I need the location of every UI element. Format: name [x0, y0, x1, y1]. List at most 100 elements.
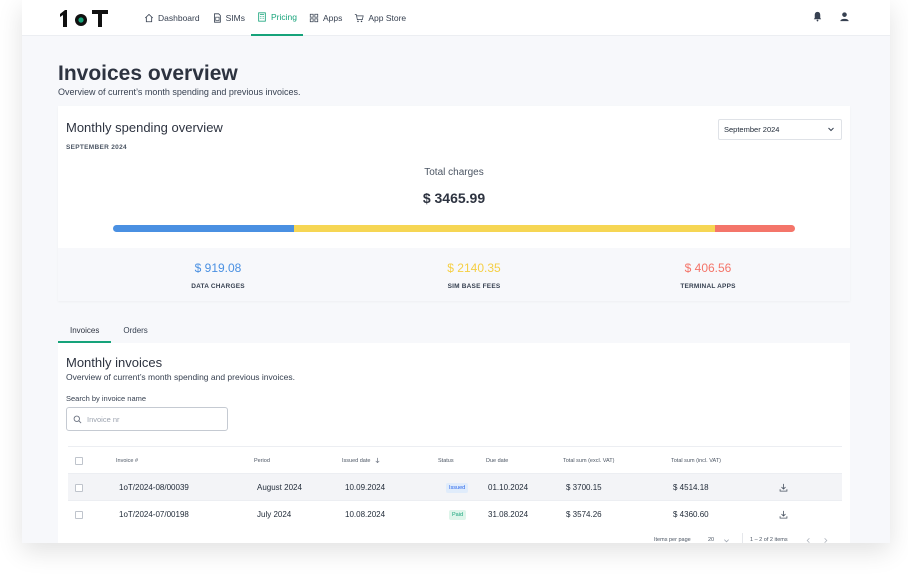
search-label: Search by invoice name	[66, 394, 147, 403]
row-checkbox[interactable]	[75, 501, 83, 528]
month-select-value: September 2024	[724, 125, 780, 134]
spending-title: Monthly spending overview	[66, 120, 223, 135]
nav-item-label: Dashboard	[158, 13, 200, 23]
nav-item-sims[interactable]: SIMs	[206, 0, 251, 36]
app-window: Dashboard SIMs Pricing Apps App Store	[22, 0, 890, 543]
invoices-subtitle: Overview of current’s month spending and…	[66, 372, 295, 382]
column-header-due-date[interactable]: Due date	[486, 457, 509, 464]
select-all-checkbox[interactable]	[75, 447, 83, 474]
chevron-right-icon	[824, 537, 828, 543]
chevron-left-icon	[806, 537, 810, 543]
nav-item-app-store[interactable]: App Store	[348, 0, 412, 36]
nav-item-apps[interactable]: Apps	[303, 0, 348, 36]
invoice-total-excl: $ 3574.26	[566, 510, 602, 519]
monthly-invoices-card: Monthly invoices Overview of current’s m…	[58, 343, 850, 543]
brand-logo[interactable]	[58, 8, 116, 28]
search-icon	[73, 415, 82, 423]
tab-invoices[interactable]: Invoices	[58, 326, 112, 343]
tab-orders[interactable]: Orders	[123, 326, 148, 335]
grid-icon	[309, 13, 319, 23]
status-badge: Paid	[449, 509, 467, 520]
top-navigation: Dashboard SIMs Pricing Apps App Store	[22, 0, 890, 36]
status-badge: Issued	[446, 482, 469, 493]
spending-stats: $ 919.08 DATA CHARGES $ 2140.35 SIM BASE…	[58, 248, 850, 301]
table-row[interactable]: 1oT/2024-07/00198 July 2024 10.08.2024 P…	[68, 500, 842, 527]
nav-item-label: Pricing	[270, 12, 297, 22]
chevron-down-icon	[828, 127, 834, 132]
cart-icon	[355, 14, 364, 23]
nav-item-dashboard[interactable]: Dashboard	[138, 0, 206, 36]
invoice-total-excl: $ 3700.15	[566, 483, 602, 492]
page-subtitle: Overview of current’s month spending and…	[58, 87, 301, 97]
spending-breakdown-bar	[113, 225, 795, 232]
stat-data-charges: $ 919.08 DATA CHARGES	[118, 261, 318, 290]
stat-label: SIM BASE FEES	[447, 283, 501, 290]
download-button[interactable]	[779, 501, 788, 528]
column-header-label: Issued date	[342, 457, 371, 464]
spending-overview-card: Monthly spending overview SEPTEMBER 2024…	[58, 106, 850, 301]
invoice-number: 1oT/2024-08/00039	[119, 483, 189, 492]
stat-label: DATA CHARGES	[191, 283, 245, 290]
nav-item-pricing[interactable]: Pricing	[250, 0, 303, 36]
invoice-number: 1oT/2024-07/00198	[119, 510, 189, 519]
stat-terminal-apps: $ 406.56 TERMINAL APPS	[608, 261, 808, 290]
nav-item-label: App Store	[368, 13, 407, 23]
column-header-total-excl-vat[interactable]: Total sum (excl. VAT)	[563, 457, 615, 464]
invoices-title: Monthly invoices	[66, 355, 163, 370]
previous-page-button[interactable]	[805, 533, 812, 543]
column-header-invoice[interactable]: Invoice #	[116, 457, 139, 464]
sort-arrow-down-icon	[375, 457, 380, 464]
download-button[interactable]	[779, 474, 788, 501]
home-icon	[144, 13, 154, 23]
user-icon[interactable]	[839, 11, 850, 22]
download-icon	[779, 483, 788, 492]
total-charges-value: $ 3465.99	[422, 190, 486, 206]
download-icon	[779, 510, 788, 519]
nav-item-label: Apps	[322, 13, 343, 23]
column-header-total-incl-vat[interactable]: Total sum (incl. VAT)	[671, 457, 721, 464]
calculator-icon	[258, 12, 266, 22]
invoice-issued-date: 10.08.2024	[345, 510, 386, 519]
nav-actions	[812, 11, 850, 22]
invoice-period: July 2024	[257, 510, 292, 519]
logo-mark	[60, 10, 108, 27]
row-checkbox[interactable]	[75, 474, 83, 501]
column-header-issued-date[interactable]: Issued date	[342, 447, 381, 474]
status-badge-cell: Paid	[449, 501, 467, 528]
next-page-button[interactable]	[822, 533, 829, 543]
pagination-range: 1 – 2 of 2 items	[750, 537, 788, 543]
stat-value: $ 2140.35	[447, 261, 501, 275]
invoice-due-date: 31.08.2024	[488, 510, 529, 519]
column-header-status[interactable]: Status	[438, 457, 454, 464]
bar-segment-data-charges	[113, 225, 294, 232]
table-row[interactable]: 1oT/2024-08/00039 August 2024 10.09.2024…	[68, 473, 842, 500]
items-per-page-select[interactable]: 20	[708, 533, 730, 543]
nav-menu: Dashboard SIMs Pricing Apps App Store	[138, 0, 412, 36]
invoice-total-incl: $ 4360.60	[673, 510, 709, 519]
bell-icon[interactable]	[812, 11, 823, 22]
month-select[interactable]: September 2024	[718, 119, 842, 140]
stat-sim-base-fees: $ 2140.35 SIM BASE FEES	[374, 261, 574, 290]
invoice-due-date: 01.10.2024	[488, 483, 529, 492]
stat-label: TERMINAL APPS	[680, 283, 736, 290]
footer-divider	[742, 533, 743, 543]
nav-item-label: SIMs	[225, 13, 245, 23]
bar-segment-terminal-apps	[714, 225, 795, 232]
page-title: Invoices overview	[58, 62, 238, 85]
invoice-period: August 2024	[257, 483, 302, 492]
invoice-issued-date: 10.09.2024	[345, 483, 386, 492]
spending-month-label: SEPTEMBER 2024	[66, 144, 127, 151]
invoice-tabs: Invoices Orders	[58, 326, 160, 343]
invoice-total-incl: $ 4514.18	[673, 483, 709, 492]
items-per-page-value: 20	[708, 537, 715, 543]
sim-icon	[213, 13, 221, 23]
total-charges-label: Total charges	[424, 167, 484, 178]
invoices-table: Invoice # Period Issued date Status Due …	[68, 446, 842, 527]
chevron-down-icon	[724, 538, 730, 542]
search-field	[66, 407, 228, 431]
pagination-footer: Items per page 20 1 – 2 of 2 items	[58, 533, 850, 543]
column-header-period[interactable]: Period	[254, 457, 270, 464]
stat-value: $ 406.56	[684, 261, 732, 275]
items-per-page-label: Items per page	[654, 537, 691, 543]
search-input[interactable]	[87, 414, 217, 424]
